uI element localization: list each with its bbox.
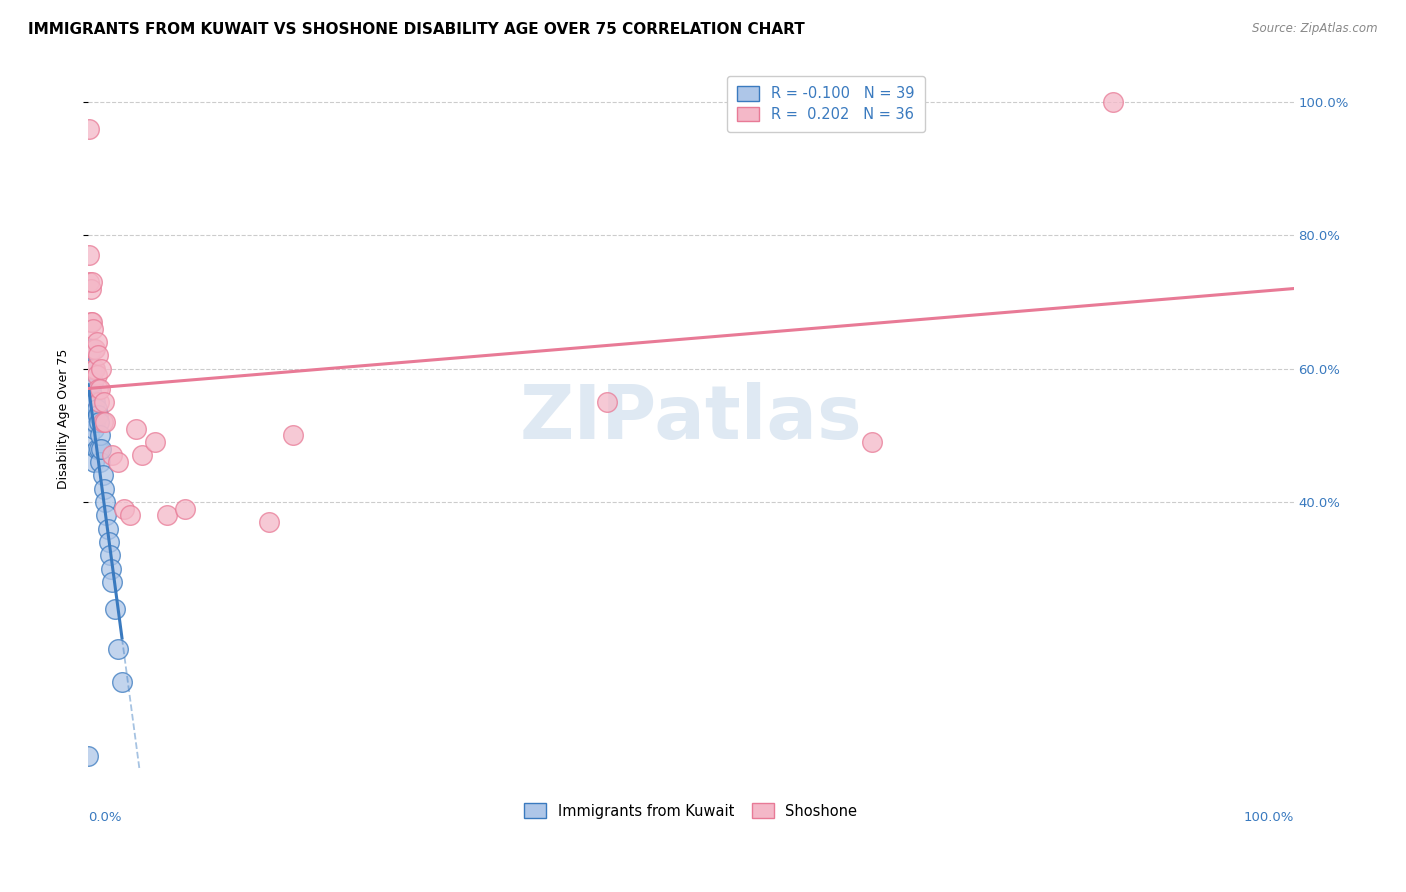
Point [89,428,111,442]
Point [82,415,104,429]
Point [79,428,101,442]
Point [83,361,105,376]
Text: 0.0%: 0.0% [89,811,122,824]
Point [86,401,108,416]
Point [79,315,101,329]
Point [83,422,105,436]
Point [90,442,112,456]
Point [96,522,118,536]
Point [79,342,101,356]
Text: 100.0%: 100.0% [1243,811,1294,824]
Point [112,501,135,516]
Point [94,495,117,509]
Point [80,315,103,329]
Point [98,549,121,563]
Point [87,442,110,456]
Point [101,449,124,463]
Point [595,395,617,409]
Point [83,342,105,356]
Point [173,501,195,516]
Point [87,348,110,362]
Point [155,508,177,523]
Point [79,121,101,136]
Point [82,375,104,389]
Point [91,468,114,483]
Point [87,409,110,423]
Point [93,482,115,496]
Point [84,361,107,376]
Point [107,641,129,656]
Point [79,275,101,289]
Point [89,382,111,396]
Point [79,348,101,362]
Y-axis label: Disability Age Over 75: Disability Age Over 75 [58,349,70,489]
Text: IMMIGRANTS FROM KUWAIT VS SHOSHONE DISABILITY AGE OVER 75 CORRELATION CHART: IMMIGRANTS FROM KUWAIT VS SHOSHONE DISAB… [28,22,804,37]
Point [101,575,124,590]
Point [79,409,101,423]
Point [82,401,104,416]
Point [80,275,103,289]
Point [79,248,101,262]
Point [120,508,142,523]
Point [79,382,101,396]
Point [83,455,105,469]
Point [860,435,883,450]
Point [87,415,110,429]
Point [107,455,129,469]
Point [80,388,103,402]
Point [96,508,118,523]
Point [86,442,108,456]
Point [86,334,108,349]
Point [1101,95,1123,109]
Point [79,282,101,296]
Point [125,422,148,436]
Point [82,321,104,335]
Point [84,395,107,409]
Text: Source: ZipAtlas.com: Source: ZipAtlas.com [1253,22,1378,36]
Point [83,395,105,409]
Point [79,375,101,389]
Point [84,342,107,356]
Point [79,395,101,409]
Text: ZIPatlas: ZIPatlas [520,383,862,455]
Point [97,535,120,549]
Point [84,415,107,429]
Point [89,455,111,469]
Point [80,361,103,376]
Point [100,562,122,576]
Point [79,361,101,376]
Point [90,361,112,376]
Legend: Immigrants from Kuwait, Shoshone: Immigrants from Kuwait, Shoshone [519,797,863,825]
Point [111,675,134,690]
Point [131,449,153,463]
Point [93,395,115,409]
Point [94,415,117,429]
Point [104,602,127,616]
Point [77,748,100,763]
Point [257,515,280,529]
Point [86,368,108,383]
Point [143,435,166,450]
Point [87,395,110,409]
Point [91,415,114,429]
Point [281,428,304,442]
Point [87,382,110,396]
